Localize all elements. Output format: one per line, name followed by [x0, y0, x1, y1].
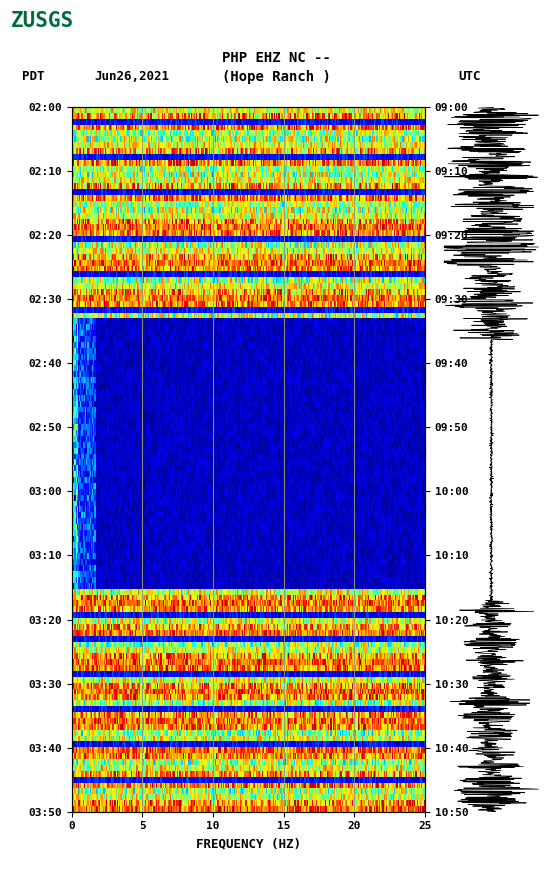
Text: UTC: UTC — [458, 70, 481, 83]
Text: PDT: PDT — [22, 70, 45, 83]
Text: ZUSGS: ZUSGS — [11, 12, 74, 31]
Text: PHP EHZ NC --: PHP EHZ NC -- — [221, 51, 331, 65]
Text: (Hope Ranch ): (Hope Ranch ) — [221, 70, 331, 84]
Text: Jun26,2021: Jun26,2021 — [94, 70, 169, 83]
X-axis label: FREQUENCY (HZ): FREQUENCY (HZ) — [196, 837, 301, 850]
